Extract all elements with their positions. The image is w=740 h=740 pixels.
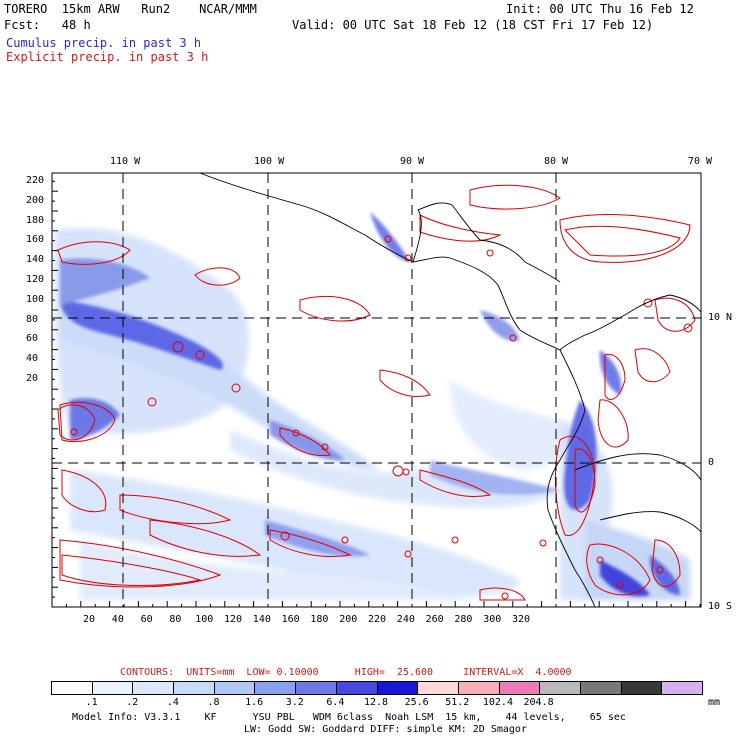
left-grid-label: 20 [26, 373, 39, 384]
colorbar-label: .4 [166, 697, 179, 708]
colorbar-swatch [540, 682, 581, 694]
bottom-grid-label: 60 [140, 614, 153, 625]
colorbar-label: 6.4 [326, 697, 345, 708]
left-grid-label: 100 [26, 293, 45, 305]
colorbar-label: 204.8 [523, 697, 554, 708]
colorbar-swatch [662, 682, 702, 694]
lon-label: 70 W [688, 156, 713, 167]
map-frame [51, 172, 702, 608]
left-grid-label: 200 [26, 194, 45, 206]
colorbar-label: 51.2 [445, 697, 470, 708]
left-grid-label: 220 [26, 175, 45, 186]
left-grid-label: 140 [26, 254, 45, 266]
bottom-grid-label: 120 [224, 614, 243, 625]
colorbar-swatch [133, 682, 175, 694]
bottom-grid-label: 280 [454, 614, 473, 625]
explicit-contours [57, 184, 696, 601]
colorbar-swatch [580, 682, 622, 694]
bottom-grid-label: 100 [195, 614, 214, 625]
bottom-grid-label: 40 [111, 614, 124, 625]
colorbar-label: 12.8 [364, 697, 389, 708]
bottom-grid-label: 320 [512, 614, 531, 625]
left-grid-label: 120 [26, 274, 45, 285]
lat-label: 0 [708, 457, 715, 468]
colorbar-label: .8 [207, 697, 220, 708]
contour-info: CONTOURS: UNITS=mm LOW= 0.10000 HIGH= 25… [120, 667, 572, 678]
valid-time: Valid: 00 UTC Sat 18 Feb 12 (18 CST Fri … [292, 18, 654, 32]
forecast-hour: Fcst: 48 h [4, 18, 91, 32]
colorbar-label: .1 [85, 697, 98, 708]
colorbar-swatch [255, 682, 297, 694]
init-time: Init: 00 UTC Thu 16 Feb 12 [506, 2, 694, 16]
lon-label: 90 W [400, 156, 425, 167]
colorbar-label: .2 [126, 697, 139, 708]
colorbar-swatch [92, 682, 134, 694]
bottom-grid-label: 20 [83, 614, 96, 625]
bottom-grid-label: 300 [483, 614, 502, 625]
left-grid-label: 180 [26, 214, 45, 226]
colorbar-swatch [377, 682, 419, 694]
colorbar [51, 681, 703, 695]
colorbar-swatch [52, 682, 93, 694]
colorbar-label: 25.6 [404, 697, 429, 708]
left-grid-label: 40 [26, 353, 39, 365]
colorbar-swatch [418, 682, 459, 694]
lon-label: 100 W [254, 156, 285, 167]
coastlines [199, 173, 701, 607]
lon-label: 80 W [544, 156, 569, 167]
left-grid-label: 60 [26, 333, 39, 345]
colorbar-label: 1.6 [245, 697, 264, 708]
lat-label: 10 S [708, 601, 733, 612]
colorbar-swatch [296, 682, 337, 694]
colorbar-swatch [174, 682, 215, 694]
colorbar-unit: mm [708, 697, 721, 708]
model-title: TORERO 15km ARW Run2 NCAR/MMM [4, 2, 257, 16]
precip-field [54, 212, 690, 600]
explicit-legend: Explicit precip. in past 3 h [6, 50, 209, 64]
graticule [52, 173, 701, 607]
model-info: Model Info: V3.3.1 KF YSU PBL WDM 6class… [72, 712, 626, 723]
bottom-grid-label: 180 [310, 614, 329, 625]
bottom-grid-label: 140 [252, 614, 271, 625]
colorbar-swatch [621, 682, 663, 694]
colorbar-swatch [499, 682, 541, 694]
cumulus-legend: Cumulus precip. in past 3 h [6, 36, 202, 50]
lon-label: 110 W [110, 156, 141, 167]
bottom-grid-label: 240 [396, 614, 415, 625]
bottom-grid-label: 220 [368, 614, 387, 625]
physics-info: LW: Godd SW: Goddard DIFF: simple KM: 2D… [244, 724, 527, 735]
colorbar-label: 3.2 [285, 697, 304, 708]
colorbar-swatch [458, 682, 500, 694]
lat-label: 10 N [708, 312, 733, 323]
colorbar-swatch [336, 682, 378, 694]
bottom-grid-label: 160 [281, 614, 300, 625]
bottom-grid-label: 80 [169, 614, 182, 625]
bottom-grid-label: 260 [425, 614, 444, 625]
left-grid-label: 160 [26, 234, 45, 246]
colorbar-label: 102.4 [482, 697, 513, 708]
left-grid-label: 80 [26, 313, 39, 325]
colorbar-swatch [214, 682, 256, 694]
axis-ticks [51, 180, 701, 608]
bottom-grid-label: 200 [339, 614, 358, 625]
